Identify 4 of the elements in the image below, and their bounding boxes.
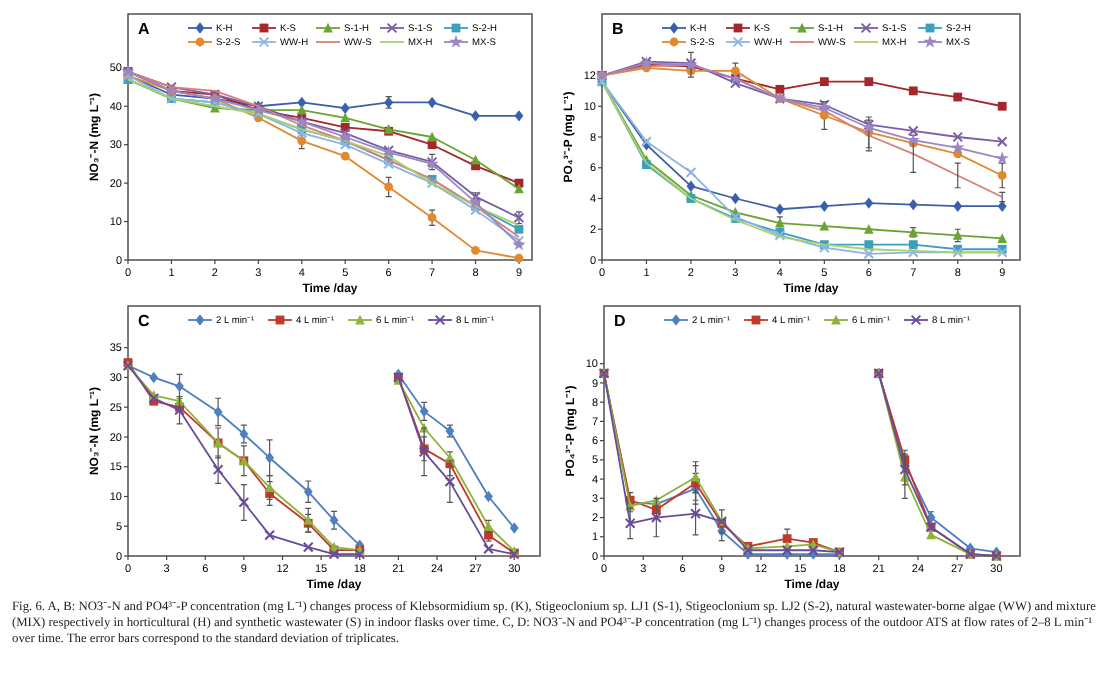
- chart-title: D: [614, 312, 626, 330]
- chart-title: B: [612, 20, 624, 38]
- chart-title: C: [138, 312, 150, 330]
- chart-title: A: [138, 20, 150, 38]
